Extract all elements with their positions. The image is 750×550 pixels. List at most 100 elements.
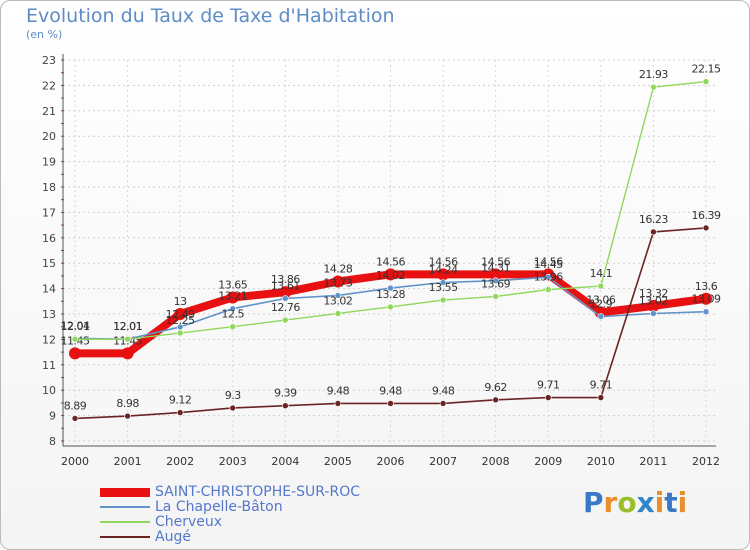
data-label: 12.49 bbox=[166, 308, 195, 321]
data-point bbox=[492, 293, 499, 300]
data-point bbox=[226, 291, 239, 304]
data-point bbox=[492, 277, 499, 285]
x-tick-label: 2007 bbox=[429, 455, 457, 468]
data-point bbox=[702, 308, 710, 316]
data-point bbox=[544, 286, 552, 293]
data-label: 9.71 bbox=[537, 379, 560, 392]
data-point bbox=[334, 292, 342, 299]
x-tick-label: 2012 bbox=[692, 455, 720, 468]
data-point bbox=[492, 396, 499, 404]
data-label: 13.69 bbox=[481, 277, 510, 290]
data-point bbox=[334, 400, 342, 407]
y-tick-label: 9 bbox=[49, 410, 56, 423]
data-point bbox=[387, 400, 394, 407]
data-label: 12.01 bbox=[61, 320, 90, 333]
data-label: 12.9 bbox=[590, 298, 613, 311]
data-label: 22.15 bbox=[692, 63, 721, 76]
legend-label: SAINT-CHRISTOPHE-SUR-ROC bbox=[155, 484, 360, 500]
y-tick-label: 15 bbox=[42, 257, 56, 270]
data-label: 14.56 bbox=[481, 255, 510, 268]
data-point bbox=[489, 268, 502, 281]
y-tick-label: 22 bbox=[42, 79, 56, 92]
proxiti-logo: Proxiti bbox=[583, 486, 688, 519]
data-label: 9.48 bbox=[432, 384, 455, 397]
data-point bbox=[71, 335, 79, 343]
data-label: 8.89 bbox=[64, 399, 87, 412]
data-label: 9.48 bbox=[327, 384, 350, 397]
chart-title: Evolution du Taux de Taxe d'Habitation bbox=[26, 5, 395, 27]
data-point bbox=[71, 415, 79, 422]
x-tick-label: 2003 bbox=[219, 455, 247, 468]
legend-swatch bbox=[100, 506, 150, 508]
y-tick-label: 11 bbox=[42, 359, 56, 372]
data-label: 9.12 bbox=[169, 394, 192, 407]
data-label: 13.06 bbox=[586, 293, 615, 306]
x-tick-label: 2005 bbox=[324, 455, 352, 468]
legend-label: La Chapelle-Bâton bbox=[155, 499, 283, 515]
data-label: 9.39 bbox=[274, 387, 297, 400]
x-tick-label: 2011 bbox=[639, 455, 667, 468]
y-tick-label: 12 bbox=[42, 333, 56, 346]
y-tick-label: 18 bbox=[42, 181, 56, 194]
data-point bbox=[650, 310, 657, 317]
legend-swatch bbox=[100, 536, 150, 538]
data-label: 13.55 bbox=[429, 281, 458, 294]
chart-unit: (en %) bbox=[26, 28, 63, 41]
data-point bbox=[331, 275, 344, 288]
data-label: 13.21 bbox=[218, 290, 247, 303]
legend-swatch bbox=[100, 488, 150, 497]
data-point bbox=[124, 412, 131, 420]
legend-swatch bbox=[100, 521, 150, 523]
data-point bbox=[229, 404, 237, 412]
data-point bbox=[387, 303, 394, 311]
data-point bbox=[700, 292, 712, 305]
data-label: 12.01 bbox=[113, 320, 142, 333]
data-point bbox=[647, 299, 660, 312]
data-point bbox=[121, 347, 134, 360]
data-label: 13.28 bbox=[376, 288, 405, 301]
data-point bbox=[174, 308, 187, 320]
data-label: 14.02 bbox=[376, 269, 405, 282]
y-tick-label: 17 bbox=[42, 206, 56, 219]
data-label: 13.73 bbox=[323, 276, 352, 289]
data-point bbox=[282, 402, 289, 409]
data-label: 21.93 bbox=[639, 68, 668, 81]
data-label: 14.56 bbox=[376, 255, 405, 268]
data-label: 14.31 bbox=[481, 262, 510, 275]
x-tick-label: 2006 bbox=[377, 455, 405, 468]
data-point bbox=[176, 329, 184, 337]
data-label: 9.62 bbox=[484, 381, 507, 394]
data-label: 12.76 bbox=[271, 301, 300, 314]
data-point bbox=[544, 394, 552, 401]
data-point bbox=[597, 282, 605, 290]
data-point bbox=[229, 323, 237, 331]
data-point bbox=[439, 296, 447, 304]
data-point bbox=[176, 409, 184, 416]
x-tick-label: 2000 bbox=[61, 455, 89, 468]
data-point bbox=[334, 310, 342, 317]
data-label: 9.48 bbox=[379, 384, 402, 397]
data-point bbox=[124, 335, 131, 343]
x-tick-label: 2008 bbox=[482, 455, 510, 468]
data-label: 13.96 bbox=[534, 271, 563, 284]
data-point bbox=[650, 83, 657, 91]
data-label: 13.61 bbox=[271, 280, 300, 293]
x-tick-label: 2002 bbox=[166, 455, 194, 468]
data-point bbox=[597, 313, 605, 320]
x-tick-label: 2001 bbox=[114, 455, 142, 468]
data-point bbox=[279, 286, 292, 299]
data-point bbox=[229, 305, 237, 312]
y-tick-label: 19 bbox=[42, 156, 56, 169]
data-label: 12.25 bbox=[166, 314, 195, 327]
data-label: 14.28 bbox=[323, 262, 352, 275]
data-point bbox=[437, 268, 450, 281]
x-tick-label: 2004 bbox=[271, 455, 299, 468]
y-tick-label: 23 bbox=[42, 54, 56, 67]
data-label: 13.32 bbox=[639, 287, 668, 300]
data-point bbox=[544, 273, 552, 281]
y-tick-label: 20 bbox=[42, 130, 56, 143]
y-tick-label: 10 bbox=[42, 384, 56, 397]
y-tick-label: 21 bbox=[42, 105, 56, 118]
data-point bbox=[439, 400, 447, 407]
data-point bbox=[387, 284, 394, 292]
